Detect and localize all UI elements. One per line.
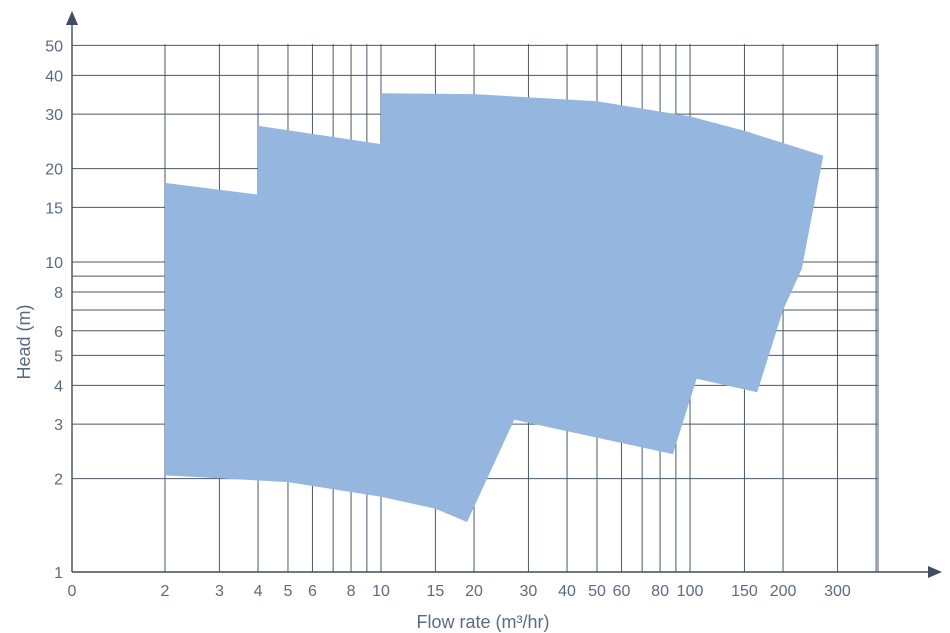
x-tick-label: 0	[68, 583, 77, 600]
x-axis-arrow-icon	[928, 566, 942, 578]
x-axis-label: Flow rate (m³/hr)	[416, 612, 549, 632]
x-tick-label: 50	[588, 583, 606, 600]
x-tick-label: 60	[613, 583, 631, 600]
x-tick-label: 100	[677, 583, 704, 600]
x-tick-labels: 0 2 3 4 5 6 8 10 15 20 30 40 50 60 80 100 150 200 300	[68, 583, 851, 600]
y-tick-label: 40	[45, 68, 63, 85]
x-tick-label: 10	[372, 583, 390, 600]
y-tick-label: 1	[54, 565, 63, 582]
x-tick-label: 4	[254, 583, 263, 600]
x-tick-label: 40	[558, 583, 576, 600]
y-tick-label: 2	[54, 472, 63, 489]
y-tick-label: 10	[45, 255, 63, 272]
y-tick-label: 5	[54, 348, 63, 365]
x-tick-label: 6	[308, 583, 317, 600]
x-tick-label: 5	[284, 583, 293, 600]
x-tick-label: 8	[347, 583, 356, 600]
y-tick-label: 8	[54, 285, 63, 302]
x-tick-label: 3	[215, 583, 224, 600]
x-tick-label: 200	[770, 583, 797, 600]
x-tick-label: 150	[731, 583, 758, 600]
y-tick-labels: 1 2 3 4 5 6 8 10 15 20 30 40 50	[45, 38, 63, 582]
x-tick-label: 80	[651, 583, 669, 600]
y-tick-label: 20	[45, 162, 63, 179]
x-tick-label: 2	[161, 583, 170, 600]
x-tick-label: 15	[427, 583, 445, 600]
y-tick-label: 4	[54, 378, 63, 395]
x-tick-label: 300	[824, 583, 851, 600]
y-tick-label: 15	[45, 200, 63, 217]
y-tick-label: 6	[54, 324, 63, 341]
y-axis-arrow-icon	[66, 11, 78, 25]
x-tick-label: 20	[465, 583, 483, 600]
operating-range-area	[165, 93, 824, 523]
x-tick-label: 30	[520, 583, 538, 600]
y-tick-label: 30	[45, 107, 63, 124]
y-tick-label: 3	[54, 417, 63, 434]
y-axis-label: Head (m)	[14, 304, 34, 379]
y-tick-label: 50	[45, 38, 63, 55]
